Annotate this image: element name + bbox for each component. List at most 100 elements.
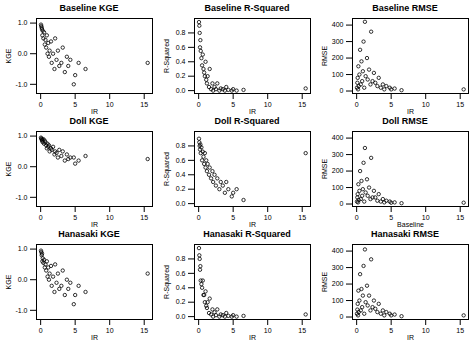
svg-text:15: 15 [456,101,464,108]
svg-text:0: 0 [197,214,201,221]
svg-text:R-Squared: R-Squared [163,39,171,73]
svg-text:10: 10 [422,327,430,334]
svg-text:0.0: 0.0 [18,163,28,170]
svg-text:5: 5 [231,327,235,334]
svg-text:IR: IR [407,108,414,115]
svg-text:10: 10 [422,101,430,108]
svg-text:15: 15 [140,214,148,221]
html-text:Doll R-Squared: Doll R-Squared [214,116,280,126]
svg-text:KGE: KGE [5,274,12,289]
svg-text:5: 5 [231,101,235,108]
svg-text:15: 15 [298,214,306,221]
svg-text:1.0: 1.0 [18,132,28,139]
svg-text:10: 10 [264,101,272,108]
svg-text:200: 200 [332,54,344,61]
svg-text:IR: IR [249,334,256,341]
svg-text:5: 5 [73,101,77,108]
svg-text:-1.0: -1.0 [15,194,27,201]
svg-text:0: 0 [355,327,359,334]
svg-text:0: 0 [197,101,201,108]
svg-text:0.6: 0.6 [176,44,186,51]
svg-text:0: 0 [340,87,344,94]
svg-text:300: 300 [332,264,344,271]
svg-text:0: 0 [39,327,43,334]
svg-text:IR: IR [91,108,98,115]
svg-text:5: 5 [389,101,393,108]
svg-text:0.0: 0.0 [18,276,28,283]
svg-text:1.0: 1.0 [18,245,28,252]
svg-text:0.4: 0.4 [176,284,186,291]
svg-text:10: 10 [264,327,272,334]
svg-text:5: 5 [389,327,393,334]
svg-text:0.0: 0.0 [176,87,186,94]
svg-text:0: 0 [197,327,201,334]
svg-text:10: 10 [106,327,114,334]
svg-text:15: 15 [140,101,148,108]
svg-text:0.4: 0.4 [176,171,186,178]
svg-text:0.0: 0.0 [176,313,186,320]
svg-text:0.6: 0.6 [176,157,186,164]
html-text:Hanasaki KGE: Hanasaki KGE [58,229,120,239]
svg-text:300: 300 [332,38,344,45]
svg-text:IR: IR [91,334,98,341]
svg-text:100: 100 [332,184,344,191]
svg-text:300: 300 [332,151,344,158]
html-text:Baseline RMSE: Baseline RMSE [372,3,438,13]
svg-text:0.0: 0.0 [18,50,28,57]
svg-text:0: 0 [39,214,43,221]
svg-text:15: 15 [456,327,464,334]
svg-text:400: 400 [332,247,344,254]
svg-text:0: 0 [340,313,344,320]
svg-text:0.8: 0.8 [176,255,186,262]
svg-text:5: 5 [73,214,77,221]
svg-text:5: 5 [231,214,235,221]
html-text:Baseline R-Squared: Baseline R-Squared [204,3,290,13]
svg-text:15: 15 [298,327,306,334]
svg-text:0.2: 0.2 [176,72,186,79]
svg-text:5: 5 [389,214,393,221]
html-text:Doll KGE: Doll KGE [69,116,109,126]
svg-text:0.2: 0.2 [176,185,186,192]
svg-text:-1.0: -1.0 [15,307,27,314]
svg-text:200: 200 [332,280,344,287]
html-text:Doll RMSE: Doll RMSE [382,116,428,126]
svg-text:100: 100 [332,297,344,304]
svg-text:0: 0 [39,101,43,108]
svg-text:RMSE: RMSE [321,272,328,293]
svg-text:0: 0 [340,200,344,207]
svg-text:400: 400 [332,134,344,141]
svg-text:RMSE: RMSE [321,159,328,180]
svg-text:R-Squared: R-Squared [163,265,171,299]
svg-text:0.4: 0.4 [176,58,186,65]
html-text:Baseline KGE: Baseline KGE [59,3,119,13]
svg-text:5: 5 [73,327,77,334]
svg-text:100: 100 [332,71,344,78]
svg-text:0.6: 0.6 [176,270,186,277]
svg-text:0.0: 0.0 [176,200,186,207]
svg-text:Baseline: Baseline [397,221,424,228]
svg-text:400: 400 [332,21,344,28]
svg-text:KGE: KGE [5,161,12,176]
svg-text:IR: IR [249,108,256,115]
svg-text:IR: IR [249,221,256,228]
svg-text:0.8: 0.8 [176,142,186,149]
svg-text:1.0: 1.0 [18,19,28,26]
svg-text:0: 0 [355,214,359,221]
svg-text:KGE: KGE [5,48,12,63]
svg-text:15: 15 [298,101,306,108]
svg-text:0.8: 0.8 [176,29,186,36]
svg-text:IR: IR [407,334,414,341]
svg-text:RMSE: RMSE [321,46,328,67]
html-text:Hanasaki R-Squared: Hanasaki R-Squared [203,229,291,239]
svg-text:0.2: 0.2 [176,298,186,305]
svg-text:15: 15 [140,327,148,334]
svg-text:10: 10 [106,101,114,108]
svg-text:R-Squared: R-Squared [163,152,171,186]
svg-text:IR: IR [91,221,98,228]
svg-text:10: 10 [106,214,114,221]
svg-text:15: 15 [456,214,464,221]
svg-text:-1.0: -1.0 [15,81,27,88]
svg-text:200: 200 [332,167,344,174]
svg-text:10: 10 [264,214,272,221]
svg-text:0: 0 [355,101,359,108]
